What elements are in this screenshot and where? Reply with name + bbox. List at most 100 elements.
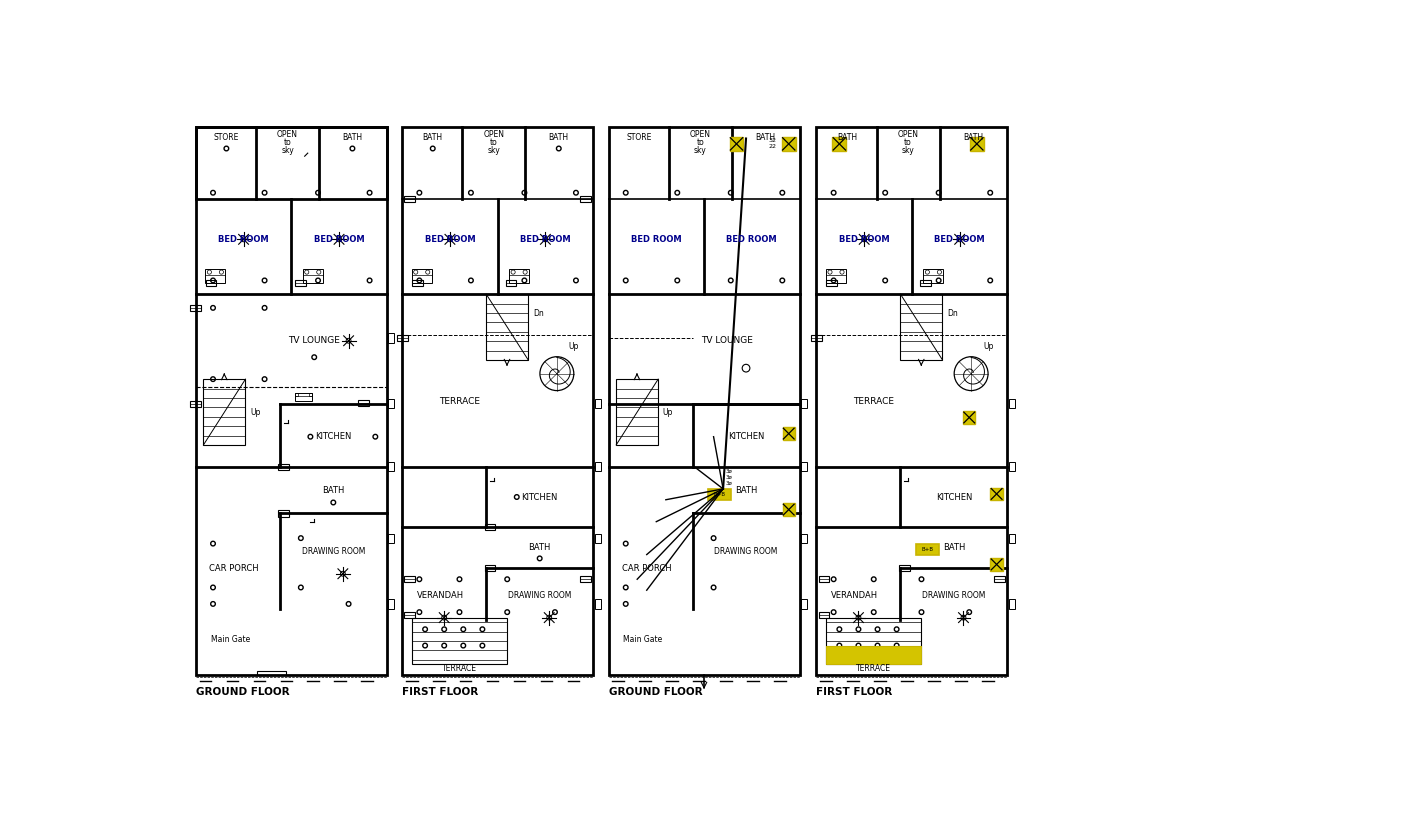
Bar	[206, 280, 216, 287]
Bar	[826, 280, 838, 287]
Text: KITCHEN: KITCHEN	[936, 492, 972, 501]
Text: BATH: BATH	[943, 543, 965, 552]
Text: BATH: BATH	[755, 133, 776, 142]
Bar	[826, 618, 922, 664]
Text: DRAWING ROOM: DRAWING ROOM	[922, 591, 986, 600]
Bar	[783, 503, 796, 516]
Text: 3ø: 3ø	[725, 469, 732, 474]
Text: BATH: BATH	[549, 133, 568, 142]
Text: FIRST FLOOR: FIRST FLOOR	[817, 687, 892, 697]
Text: TERRACE: TERRACE	[853, 396, 894, 405]
Bar	[801, 399, 807, 409]
Text: FIRST FLOOR: FIRST FLOOR	[403, 687, 478, 697]
Bar	[196, 127, 387, 675]
Bar	[783, 427, 796, 440]
Text: VERANDAH: VERANDAH	[417, 591, 464, 600]
Bar	[826, 646, 922, 664]
Bar	[832, 137, 846, 151]
Bar	[411, 269, 432, 283]
Text: Dn: Dn	[533, 309, 543, 318]
Text: sky: sky	[281, 146, 293, 155]
Text: 3ø: 3ø	[725, 481, 732, 486]
Bar	[991, 488, 1003, 500]
Text: to: to	[490, 138, 498, 147]
Text: BATH: BATH	[529, 543, 551, 552]
Bar	[811, 335, 822, 341]
Text: sky: sky	[902, 146, 915, 155]
Text: TERRACE: TERRACE	[439, 396, 480, 405]
Bar	[595, 599, 600, 609]
Text: sky: sky	[694, 146, 707, 155]
Text: DRAWING ROOM: DRAWING ROOM	[714, 547, 777, 556]
Text: DRAWING ROOM: DRAWING ROOM	[302, 547, 365, 556]
Text: TERRACE: TERRACE	[856, 664, 891, 673]
Bar	[1009, 462, 1016, 471]
Text: 22: 22	[769, 144, 776, 150]
Bar	[509, 269, 529, 283]
Text: to: to	[904, 138, 912, 147]
Text: KITCHEN: KITCHEN	[728, 432, 765, 441]
Bar	[595, 399, 600, 409]
Text: CAR PORCH: CAR PORCH	[622, 564, 672, 573]
Bar	[412, 280, 422, 287]
Bar	[1009, 599, 1016, 609]
Text: OPEN: OPEN	[898, 130, 919, 139]
Bar	[1009, 399, 1016, 409]
Text: B+B: B+B	[713, 492, 725, 497]
Text: VERANDAH: VERANDAH	[831, 591, 878, 600]
Bar	[826, 269, 846, 283]
Bar	[389, 599, 394, 609]
Text: Up: Up	[984, 342, 993, 351]
Bar	[411, 618, 508, 664]
Bar	[403, 127, 593, 675]
Bar	[995, 576, 1005, 582]
Bar	[397, 335, 408, 341]
Text: Up: Up	[250, 408, 261, 417]
Text: sky: sky	[487, 146, 501, 155]
Text: KITCHEN: KITCHEN	[316, 432, 352, 441]
Bar	[579, 576, 591, 582]
Text: TERRACE: TERRACE	[442, 664, 477, 673]
Text: BED ROOM: BED ROOM	[314, 234, 365, 244]
Bar	[991, 558, 1003, 571]
Text: BED ROOM: BED ROOM	[219, 234, 269, 244]
Bar	[801, 462, 807, 471]
Text: OPEN: OPEN	[276, 130, 297, 139]
Text: Main Gate: Main Gate	[623, 635, 662, 644]
Bar	[196, 127, 387, 199]
Bar	[505, 280, 516, 287]
Bar	[962, 411, 975, 423]
Bar	[205, 269, 226, 283]
Bar	[616, 379, 658, 445]
Bar	[595, 462, 600, 471]
Text: Main Gate: Main Gate	[210, 635, 250, 644]
Text: OPEN: OPEN	[484, 130, 504, 139]
Text: BATH: BATH	[342, 133, 362, 142]
Bar	[191, 400, 201, 407]
Text: to: to	[283, 138, 292, 147]
Text: GROUND FLOOR: GROUND FLOOR	[196, 687, 289, 697]
Text: BED ROOM: BED ROOM	[839, 234, 890, 244]
Text: BED ROOM: BED ROOM	[425, 234, 476, 244]
Text: BED ROOM: BED ROOM	[521, 234, 571, 244]
Text: TV LOUNGE: TV LOUNGE	[702, 336, 753, 345]
Bar	[1009, 533, 1016, 543]
Bar	[899, 565, 909, 571]
Bar	[819, 612, 829, 618]
Bar	[278, 510, 289, 517]
Bar	[303, 269, 323, 283]
Bar	[819, 576, 829, 582]
Bar	[801, 533, 807, 543]
Bar	[295, 393, 297, 396]
Bar	[278, 464, 289, 470]
Text: BATH: BATH	[735, 486, 758, 495]
Text: BATH: BATH	[323, 486, 345, 495]
Text: CAR PORCH: CAR PORCH	[209, 564, 258, 573]
Bar	[801, 599, 807, 609]
Bar	[916, 544, 939, 554]
Bar	[901, 294, 943, 360]
Text: DRAWING ROOM: DRAWING ROOM	[508, 591, 571, 600]
Bar	[296, 280, 306, 287]
Text: BED ROOM: BED ROOM	[727, 234, 777, 244]
Text: Dn: Dn	[947, 309, 958, 318]
